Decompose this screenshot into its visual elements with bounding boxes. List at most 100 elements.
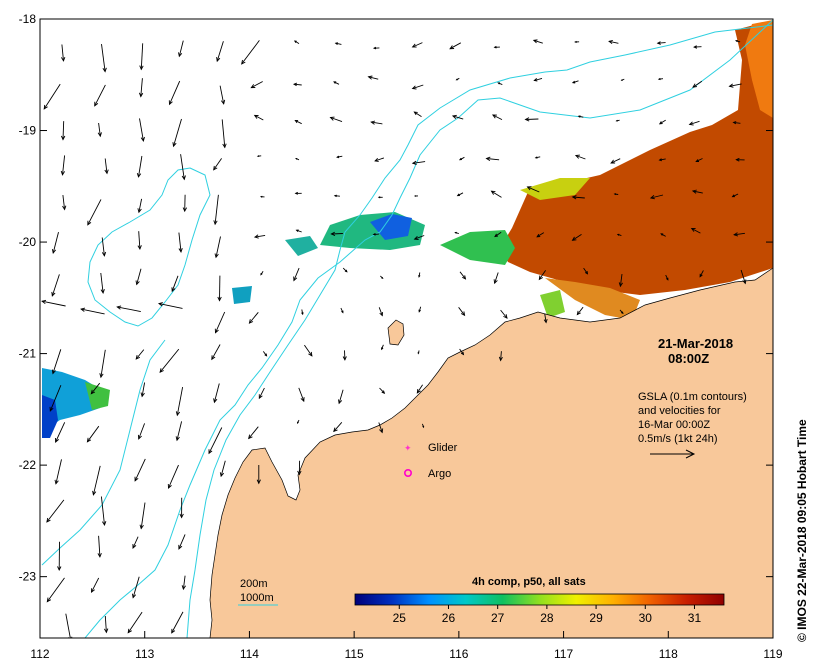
velocity-arrow xyxy=(101,237,107,257)
y-tick-label: -20 xyxy=(19,235,37,249)
velocity-arrow xyxy=(294,191,302,195)
velocity-arrow xyxy=(618,274,623,288)
velocity-arrow xyxy=(46,577,65,603)
velocity-arrow xyxy=(421,423,425,429)
glider-legend: ✦ Glider xyxy=(404,442,458,454)
velocity-arrow xyxy=(131,576,140,599)
velocity-arrow xyxy=(294,120,302,125)
colorbar-tick-label: 29 xyxy=(589,611,603,625)
sst-patch-teal xyxy=(285,236,318,256)
velocity-arrow xyxy=(340,307,344,314)
velocity-arrow xyxy=(458,156,465,161)
velocity-arrow xyxy=(378,422,384,434)
velocity-arrow xyxy=(256,465,261,485)
velocity-arrow xyxy=(171,611,184,634)
velocity-arrow xyxy=(41,299,66,307)
y-tick-label: -23 xyxy=(19,570,37,584)
velocity-arrow xyxy=(608,39,619,44)
velocity-arrow xyxy=(54,459,62,485)
isobath-west xyxy=(41,339,166,566)
velocity-arrow xyxy=(135,268,142,286)
credit-label: © IMOS 22-Mar-2018 09:05 Hobart Time xyxy=(795,419,809,642)
velocity-arrow xyxy=(213,383,220,404)
velocity-arrow xyxy=(138,78,144,98)
velocity-arrow xyxy=(740,269,747,285)
velocity-arrow xyxy=(292,82,302,87)
velocity-arrow xyxy=(367,75,379,80)
velocity-arrow xyxy=(219,460,226,478)
velocity-arrow xyxy=(571,195,585,200)
time-label: 08:00Z xyxy=(668,351,709,366)
velocity-arrow xyxy=(137,198,143,214)
velocity-arrow xyxy=(298,387,305,403)
isobath-contours xyxy=(41,19,773,638)
velocity-arrow xyxy=(449,42,462,50)
velocity-arrow xyxy=(214,236,221,259)
velocity-arrow xyxy=(132,536,139,549)
velocity-arrow xyxy=(65,613,73,638)
isobath-1000m xyxy=(84,19,773,638)
velocity-arrow xyxy=(490,190,502,198)
velocity-arrow xyxy=(658,119,666,125)
x-tick-label: 118 xyxy=(659,647,678,661)
gsla-note-line4: 0.5m/s (1kt 24h) xyxy=(638,433,717,445)
velocity-arrows xyxy=(41,39,747,638)
velocity-arrow xyxy=(137,423,146,440)
velocity-arrow xyxy=(577,115,584,118)
glider-star-icon: ✦ xyxy=(404,444,412,454)
velocity-arrow xyxy=(208,427,223,455)
velocity-arrow xyxy=(135,349,145,360)
velocity-arrow xyxy=(127,611,143,634)
velocity-arrow xyxy=(497,82,503,86)
velocity-arrow xyxy=(87,199,102,226)
velocity-arrow xyxy=(213,158,222,171)
velocity-arrow xyxy=(411,84,424,90)
sst-warm-patch xyxy=(500,20,773,295)
land-mass xyxy=(209,267,773,638)
y-tick-label: -22 xyxy=(19,458,37,472)
velocity-arrow xyxy=(571,234,582,241)
velocity-arrow xyxy=(454,231,459,235)
velocity-arrow xyxy=(92,465,101,496)
velocity-arrow xyxy=(411,160,426,166)
velocity-arrow xyxy=(94,84,106,107)
velocity-arrow xyxy=(100,496,107,527)
velocity-arrow xyxy=(538,270,546,281)
velocity-arrow xyxy=(297,460,302,476)
velocity-arrow xyxy=(51,231,59,255)
x-tick-label: 112 xyxy=(30,647,49,661)
velocity-arrow xyxy=(250,81,263,89)
velocity-arrow xyxy=(498,351,503,362)
velocity-arrow xyxy=(175,387,184,417)
velocity-arrow xyxy=(134,458,146,482)
colorbar-title: 4h comp, p50, all sats xyxy=(472,576,586,588)
velocity-arrow xyxy=(159,348,180,374)
velocity-arrow xyxy=(735,157,745,162)
velocity-arrow xyxy=(137,231,142,251)
velocity-arrow xyxy=(378,307,384,317)
velocity-arrow xyxy=(136,155,143,178)
velocity-arrow xyxy=(456,192,464,197)
velocity-arrow xyxy=(86,425,100,443)
y-tick-label: -19 xyxy=(19,124,37,138)
sst-swath-layer xyxy=(42,20,773,438)
x-tick-label: 113 xyxy=(135,647,154,661)
velocity-arrow xyxy=(262,351,268,357)
velocity-arrow xyxy=(616,233,622,237)
colorbar-tick-label: 31 xyxy=(688,611,702,625)
isobath-legend: 200m 1000m xyxy=(238,578,278,606)
argo-circle-icon xyxy=(403,468,412,477)
velocity-arrow xyxy=(295,157,300,161)
velocity-arrow xyxy=(451,114,464,120)
velocity-arrow xyxy=(416,384,423,394)
velocity-arrow xyxy=(219,85,226,105)
velocity-arrow xyxy=(253,114,264,121)
velocity-arrow xyxy=(62,195,67,211)
velocity-arrow xyxy=(104,158,109,175)
velocity-arrow xyxy=(139,43,144,71)
colorbar-tick-label: 26 xyxy=(442,611,456,625)
velocity-arrow xyxy=(342,267,348,273)
velocity-arrow xyxy=(100,272,105,295)
velocity-arrow xyxy=(491,114,503,121)
